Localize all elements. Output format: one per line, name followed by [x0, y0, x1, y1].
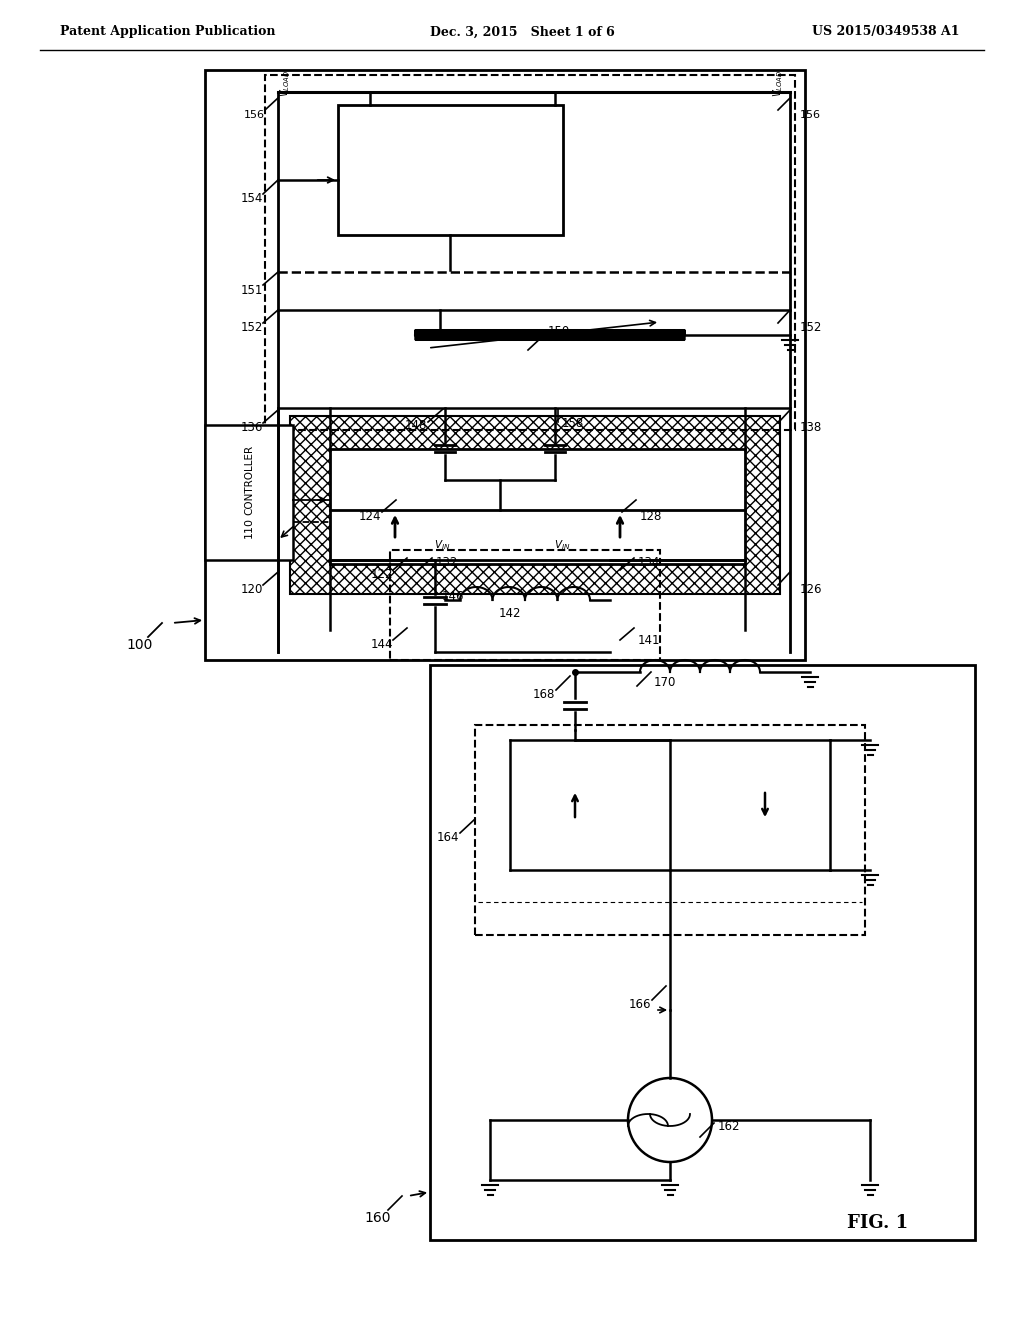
Text: 151: 151	[241, 284, 263, 297]
Text: 110: 110	[244, 516, 254, 537]
Text: Patent Application Publication: Patent Application Publication	[60, 25, 275, 38]
Text: 156: 156	[800, 110, 821, 120]
Text: 144: 144	[371, 638, 393, 651]
Text: FIG. 1: FIG. 1	[848, 1214, 908, 1232]
Text: US 2015/0349538 A1: US 2015/0349538 A1	[812, 25, 961, 38]
Text: 122: 122	[371, 568, 393, 581]
Bar	[475, 725, 865, 935]
Text: 142: 142	[499, 607, 521, 620]
Text: 150: 150	[548, 325, 570, 338]
Bar	[430, 665, 975, 1239]
Text: 158: 158	[562, 417, 585, 430]
Text: 148: 148	[404, 418, 427, 432]
Text: 152: 152	[241, 321, 263, 334]
Text: 132: 132	[436, 556, 459, 569]
Text: $V_{IN}$: $V_{IN}$	[554, 539, 570, 552]
Text: 168: 168	[532, 688, 555, 701]
Text: $V_{LOAD}$: $V_{LOAD}$	[771, 70, 785, 96]
Bar	[330, 449, 745, 564]
Text: 152: 152	[800, 321, 822, 334]
Text: 141: 141	[638, 634, 660, 647]
Text: CONTROLLER: CONTROLLER	[244, 445, 254, 515]
Text: 160: 160	[365, 1210, 391, 1225]
Text: 100: 100	[127, 638, 154, 652]
Text: 136: 136	[241, 421, 263, 434]
Text: 154: 154	[241, 191, 263, 205]
Text: $V_{LOAD}$: $V_{LOAD}$	[279, 70, 292, 96]
Text: 156: 156	[244, 110, 264, 120]
Text: Dec. 3, 2015   Sheet 1 of 6: Dec. 3, 2015 Sheet 1 of 6	[430, 25, 614, 38]
Bar	[205, 70, 805, 660]
Text: 124: 124	[358, 510, 381, 523]
Text: 170: 170	[654, 676, 677, 689]
Bar	[290, 416, 780, 594]
Bar	[205, 425, 293, 560]
Text: 146: 146	[442, 590, 465, 603]
Text: 164: 164	[437, 832, 459, 843]
Bar	[338, 106, 563, 235]
Bar	[390, 550, 660, 660]
Text: 162: 162	[718, 1119, 740, 1133]
Bar	[265, 75, 795, 430]
Text: 126: 126	[800, 583, 822, 597]
Text: 120: 120	[241, 583, 263, 597]
Text: $V_{IN}$: $V_{IN}$	[434, 539, 451, 552]
Text: 166: 166	[629, 998, 651, 1011]
Text: 138: 138	[800, 421, 822, 434]
Text: 134: 134	[638, 556, 660, 569]
Text: 128: 128	[640, 510, 663, 523]
